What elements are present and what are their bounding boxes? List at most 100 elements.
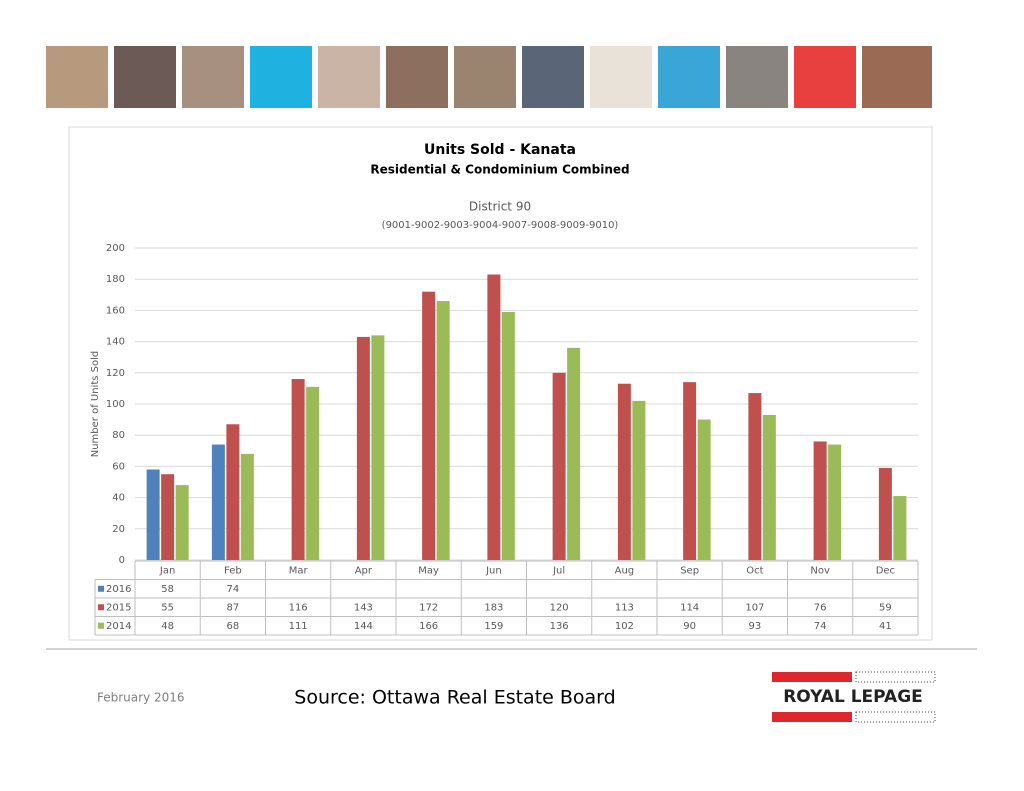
table-value: 166 — [419, 621, 438, 632]
bar — [291, 379, 305, 560]
photo — [182, 46, 244, 108]
logo-bar — [772, 672, 852, 682]
table-value: 58 — [161, 584, 174, 595]
y-tick-label: 0 — [119, 555, 125, 566]
bar — [828, 444, 842, 560]
chart-title: Units Sold - Kanata — [424, 142, 576, 158]
y-tick-label: 80 — [112, 430, 125, 441]
legend-label: 2015 — [106, 602, 131, 613]
x-tick-label: Jun — [485, 565, 502, 576]
y-axis-label: Number of Units Sold — [90, 351, 101, 458]
bar — [632, 400, 646, 560]
bar — [371, 335, 385, 560]
bar — [893, 496, 907, 560]
bar — [487, 274, 501, 560]
x-tick-label: Jul — [552, 565, 565, 576]
table-value: 183 — [484, 602, 503, 613]
logo-barcode — [855, 671, 936, 683]
bar — [306, 386, 320, 560]
table-value: 143 — [354, 602, 373, 613]
y-tick-label: 40 — [112, 493, 125, 504]
legend-label: 2016 — [106, 584, 131, 595]
photo — [726, 46, 788, 108]
chart-subtitle: Residential & Condominium Combined — [370, 163, 629, 177]
bar — [240, 453, 254, 560]
table-value: 107 — [745, 602, 764, 613]
table-value: 90 — [683, 621, 696, 632]
table-value: 116 — [289, 602, 308, 613]
x-tick-label: Dec — [876, 565, 895, 576]
photo — [250, 46, 312, 108]
legend-swatch — [98, 604, 104, 611]
table-value: 74 — [227, 584, 240, 595]
bar — [762, 414, 776, 560]
bar — [683, 382, 697, 560]
table-value: 74 — [814, 621, 827, 632]
bar — [878, 467, 892, 560]
bar — [697, 419, 711, 560]
legend-swatch — [98, 622, 104, 629]
bar — [813, 441, 827, 560]
bar — [175, 485, 189, 560]
photo — [658, 46, 720, 108]
x-tick-label: Mar — [289, 565, 309, 576]
table-value: 68 — [227, 621, 240, 632]
footer-date: February 2016 — [97, 691, 185, 705]
table-value: 144 — [354, 621, 373, 632]
table-value: 59 — [879, 602, 892, 613]
logo: ROYAL LEPAGE — [772, 671, 936, 723]
table-value: 87 — [227, 602, 240, 613]
photo — [454, 46, 516, 108]
photo — [386, 46, 448, 108]
y-tick-label: 180 — [106, 274, 125, 285]
photo-strip — [46, 46, 932, 108]
photo — [46, 46, 108, 108]
photo — [794, 46, 856, 108]
bar — [552, 372, 566, 560]
photo — [590, 46, 652, 108]
y-tick-label: 120 — [106, 368, 125, 379]
bar — [211, 444, 225, 560]
table-value: 113 — [615, 602, 634, 613]
table-value: 111 — [289, 621, 308, 632]
bar — [356, 336, 370, 560]
logo-barcode — [855, 711, 936, 723]
x-tick-label: Feb — [224, 565, 242, 576]
logo-text: ROYAL LEPAGE — [783, 687, 923, 707]
district-codes: (9001-9002-9003-9004-9007-9008-9009-9010… — [382, 220, 619, 231]
table-value: 136 — [550, 621, 569, 632]
x-tick-label: May — [418, 565, 439, 576]
legend-label: 2014 — [106, 621, 131, 632]
bar — [161, 474, 175, 560]
photo — [522, 46, 584, 108]
table-value: 172 — [419, 602, 438, 613]
table-value: 102 — [615, 621, 634, 632]
bar — [567, 347, 581, 560]
table-value: 76 — [814, 602, 827, 613]
y-tick-label: 60 — [112, 461, 125, 472]
photo — [862, 46, 932, 108]
x-tick-label: Aug — [615, 565, 635, 576]
footer-source: Source: Ottawa Real Estate Board — [294, 687, 615, 709]
x-tick-label: Nov — [810, 565, 830, 576]
x-tick-label: Jan — [159, 565, 175, 576]
table-value: 41 — [879, 621, 892, 632]
bar — [226, 424, 240, 560]
bar — [748, 393, 762, 560]
table-value: 114 — [680, 602, 699, 613]
bar — [422, 291, 436, 560]
y-tick-label: 20 — [112, 524, 125, 535]
x-tick-label: Sep — [680, 565, 699, 576]
district: District 90 — [469, 200, 531, 214]
table-value: 93 — [749, 621, 762, 632]
table-value: 48 — [161, 621, 174, 632]
table-value: 120 — [550, 602, 569, 613]
bar — [501, 311, 515, 560]
table-value: 55 — [161, 602, 174, 613]
logo-bar — [772, 712, 852, 722]
bar — [146, 469, 160, 560]
x-tick-label: Apr — [355, 565, 373, 576]
x-tick-label: Oct — [746, 565, 763, 576]
